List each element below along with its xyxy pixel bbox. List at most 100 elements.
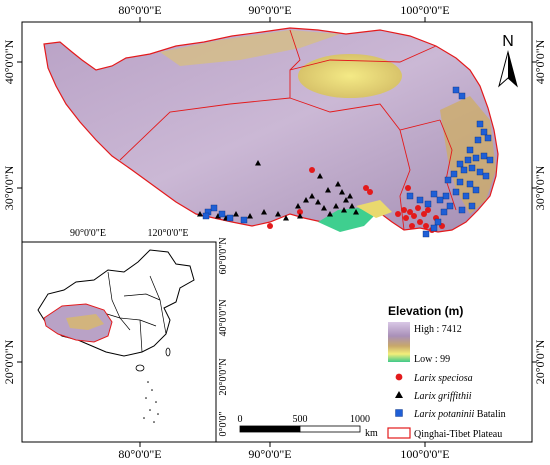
northern-foothills bbox=[160, 30, 340, 66]
map-frame bbox=[21, 21, 533, 443]
potaninii-point bbox=[452, 188, 460, 196]
occurrences-larix-potaninii bbox=[202, 86, 494, 238]
legend-title: Elevation (m) bbox=[388, 304, 463, 318]
griffithii-point bbox=[283, 215, 289, 221]
griffithii-point bbox=[347, 193, 353, 199]
speciosa-point bbox=[267, 223, 273, 229]
griffithii-point bbox=[343, 197, 349, 203]
scale-label-0: 0 bbox=[238, 414, 243, 425]
scale-label-500: 500 bbox=[293, 414, 308, 425]
griffithii-point bbox=[327, 211, 333, 217]
griffithii-point bbox=[339, 189, 345, 195]
potaninii-point bbox=[468, 164, 476, 172]
speciosa-point bbox=[421, 211, 427, 217]
potaninii-point bbox=[466, 146, 474, 154]
potaninii-point bbox=[406, 192, 414, 200]
legend-potaninii-symbol bbox=[395, 409, 403, 417]
scale-label-1000: 1000 bbox=[350, 414, 370, 425]
right-tick-20n: 20°0'0"N bbox=[533, 339, 547, 384]
potaninii-point bbox=[466, 180, 474, 188]
potaninii-point bbox=[460, 166, 468, 174]
speciosa-point bbox=[403, 215, 409, 221]
inset-top-tick-120e: 120°0'0"E bbox=[148, 228, 189, 239]
legend-potaninii-label: Larix potaninii Batalin bbox=[413, 409, 506, 420]
potaninii-point bbox=[464, 156, 472, 164]
potaninii-point bbox=[442, 192, 450, 200]
potaninii-point bbox=[436, 196, 444, 204]
speciosa-point bbox=[423, 223, 429, 229]
frame-ticks bbox=[17, 17, 537, 447]
top-tick-90e: 90°0'0"E bbox=[248, 3, 291, 17]
speciosa-point bbox=[297, 209, 303, 215]
potaninii-point bbox=[452, 86, 460, 94]
plateau bbox=[43, 27, 499, 233]
speciosa-point bbox=[367, 189, 373, 195]
griffithii-point bbox=[325, 187, 331, 193]
left-tick-30n: 30°0'0"N bbox=[2, 165, 16, 210]
potaninii-point bbox=[430, 224, 438, 232]
inset-taiwan bbox=[165, 347, 171, 357]
griffithii-point bbox=[197, 211, 203, 217]
inset-right-tick-40n: 40°0'0"N bbox=[218, 299, 229, 336]
southern-lowlands bbox=[318, 208, 376, 232]
potaninii-point bbox=[456, 178, 464, 186]
potaninii-point bbox=[458, 206, 466, 214]
potaninii-point bbox=[444, 176, 452, 184]
potaninii-point bbox=[468, 202, 476, 210]
north-arrow-label: N bbox=[502, 33, 514, 50]
potaninii-point bbox=[480, 128, 488, 136]
inset-right-tick-20n: 20°0'0"N bbox=[218, 358, 229, 395]
potaninii-point bbox=[472, 186, 480, 194]
speciosa-point bbox=[363, 185, 369, 191]
potaninii-point bbox=[416, 196, 424, 204]
qaidam-basin bbox=[298, 54, 402, 98]
potaninii-point bbox=[474, 136, 482, 144]
legend-elevation-high: High : 7412 bbox=[414, 324, 462, 335]
legend: Elevation (m) High : 7412 Low : 99 Larix… bbox=[387, 304, 506, 440]
legend-speciosa-symbol bbox=[395, 373, 403, 381]
top-tick-80e: 80°0'0"E bbox=[118, 3, 161, 17]
speciosa-point bbox=[409, 223, 415, 229]
potaninii-point bbox=[462, 192, 470, 200]
potaninii-point bbox=[430, 190, 438, 198]
potaninii-point bbox=[440, 208, 448, 216]
occurrences-larix-griffithii bbox=[197, 160, 359, 221]
griffithii-point bbox=[315, 199, 321, 205]
griffithii-point bbox=[335, 181, 341, 187]
occurrences-larix-speciosa bbox=[267, 167, 445, 233]
bottom-tick-80e: 80°0'0"E bbox=[118, 447, 161, 461]
potaninii-point bbox=[486, 156, 494, 164]
potaninii-point bbox=[434, 218, 442, 226]
potaninii-point bbox=[480, 152, 488, 160]
province-boundaries bbox=[119, 29, 457, 231]
legend-boundary-symbol bbox=[387, 427, 411, 439]
top-tick-100e: 100°0'0"E bbox=[400, 3, 449, 17]
griffithii-point bbox=[321, 205, 327, 211]
inset-hainan bbox=[135, 364, 145, 372]
legend-griffithii-label: Larix griffithii bbox=[413, 391, 472, 402]
north-arrow: N bbox=[498, 33, 518, 88]
legend-boundary-label: Qinghai-Tibet Plateau bbox=[414, 429, 502, 440]
griffithii-point bbox=[233, 211, 239, 217]
speciosa-point bbox=[417, 219, 423, 225]
potaninii-point bbox=[476, 168, 484, 176]
potaninii-point bbox=[218, 210, 226, 218]
right-tick-40n: 40°0'0"N bbox=[533, 39, 547, 84]
inset-right-tick-0: 0°0'0" bbox=[218, 412, 229, 437]
scale-unit: km bbox=[365, 428, 378, 439]
griffithii-point bbox=[353, 209, 359, 215]
potaninii-point bbox=[424, 200, 432, 208]
inset-map: 90°0'0"E 120°0'0"E 60°0'0"N 40°0'0"N 20°… bbox=[21, 228, 229, 443]
griffithii-point bbox=[295, 203, 301, 209]
speciosa-point bbox=[405, 185, 411, 191]
griffithii-point bbox=[317, 173, 323, 179]
griffithii-point bbox=[341, 207, 347, 213]
legend-griffithii-symbol bbox=[395, 391, 403, 398]
bottom-tick-90e: 90°0'0"E bbox=[248, 447, 291, 461]
speciosa-point bbox=[425, 207, 431, 213]
potaninii-point bbox=[472, 154, 480, 162]
left-tick-20n: 20°0'0"N bbox=[2, 339, 16, 384]
potaninii-point bbox=[458, 92, 466, 100]
left-tick-40n: 40°0'0"N bbox=[2, 39, 16, 84]
southern-foothills bbox=[356, 200, 392, 218]
